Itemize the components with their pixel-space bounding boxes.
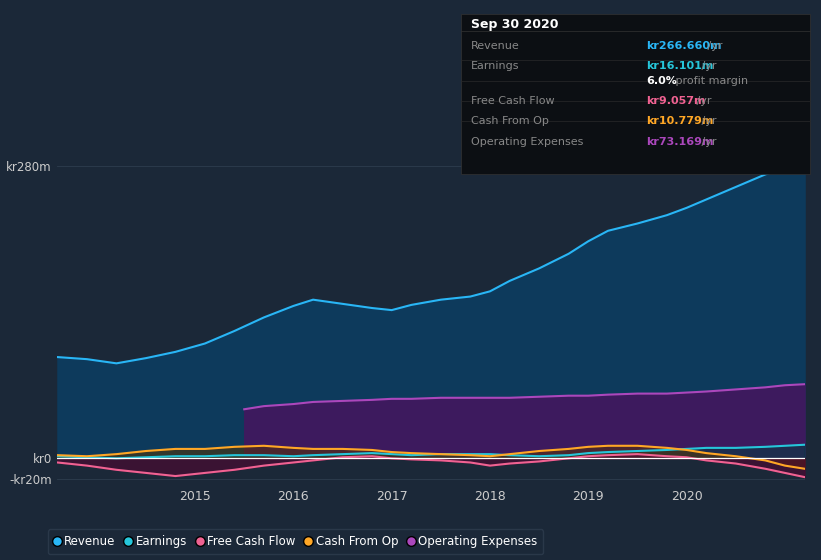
Text: Cash From Op: Cash From Op [471,116,549,127]
Text: /yr: /yr [693,96,712,106]
Text: /yr: /yr [698,137,717,147]
Text: Sep 30 2020: Sep 30 2020 [471,18,559,31]
Text: Operating Expenses: Operating Expenses [471,137,584,147]
Text: Earnings: Earnings [471,61,520,71]
Text: kr73.169m: kr73.169m [646,137,713,147]
Text: /yr: /yr [698,61,717,71]
Legend: Revenue, Earnings, Free Cash Flow, Cash From Op, Operating Expenses: Revenue, Earnings, Free Cash Flow, Cash … [48,529,544,554]
Text: kr9.057m: kr9.057m [646,96,705,106]
Text: kr266.660m: kr266.660m [646,41,722,51]
Text: /yr: /yr [704,41,722,51]
Text: /yr: /yr [698,116,717,127]
Text: kr10.779m: kr10.779m [646,116,713,127]
Text: Free Cash Flow: Free Cash Flow [471,96,555,106]
Text: 6.0%: 6.0% [646,76,677,86]
Text: Revenue: Revenue [471,41,520,51]
Text: profit margin: profit margin [672,76,748,86]
Text: kr16.101m: kr16.101m [646,61,713,71]
